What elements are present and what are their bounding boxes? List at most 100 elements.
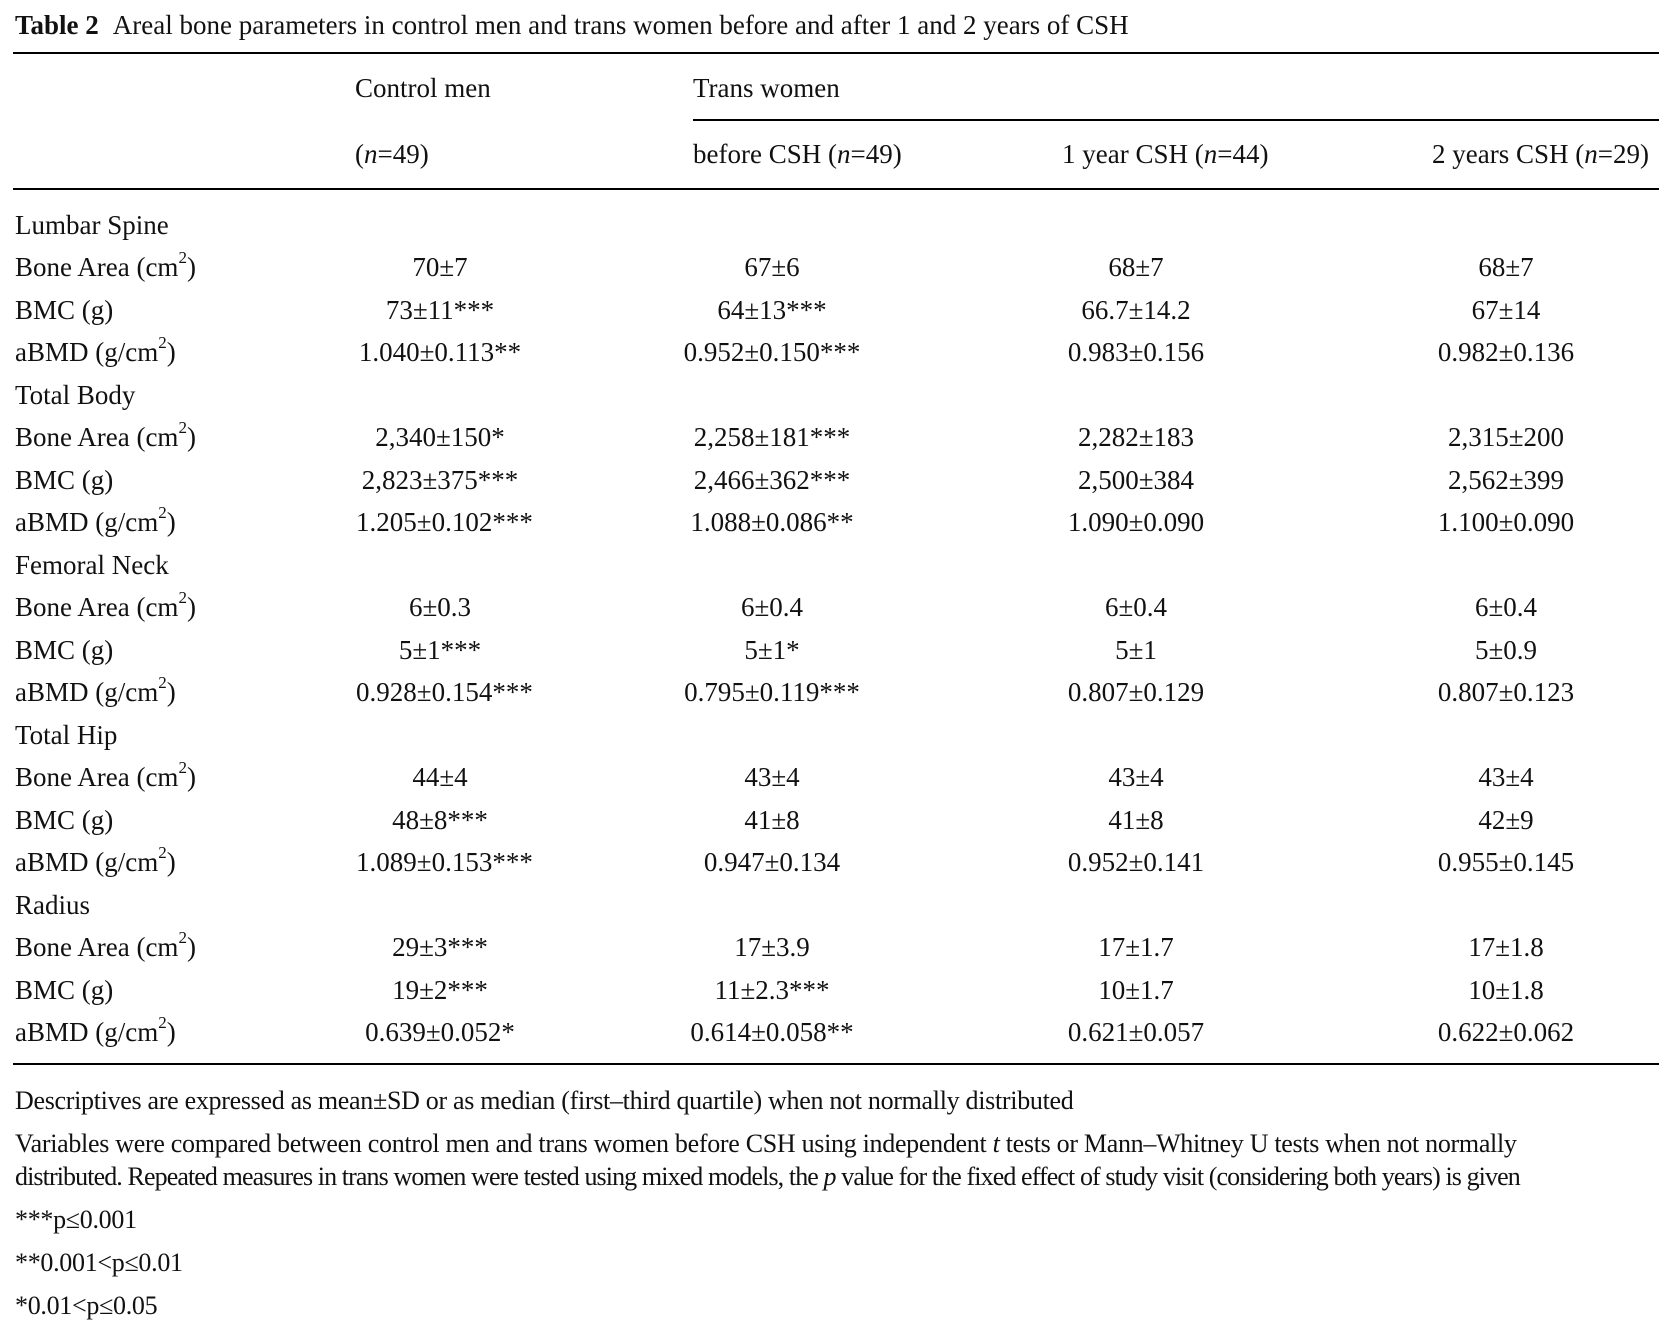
- note-sig-one-star: *0.01<p≤0.05: [15, 1291, 158, 1320]
- table-cell: 1.205±0.102***: [356, 507, 533, 538]
- label-text: ): [186, 592, 196, 623]
- table-cell: 17±1.7: [1098, 932, 1174, 963]
- label-text: Bone Area (cm: [15, 932, 179, 963]
- header-text: 2 years CSH (: [1432, 139, 1585, 169]
- header-text: before CSH (: [693, 139, 837, 169]
- label-text: BMC (g): [15, 634, 114, 665]
- note-descriptives: Descriptives are expressed as mean±SD or…: [15, 1086, 1074, 1115]
- row-label: Bone Area (cm2): [15, 758, 356, 793]
- header-text: =29): [1597, 139, 1649, 169]
- label-superscript: 2: [178, 588, 187, 608]
- note-sig-three-star: ***p≤0.001: [15, 1205, 137, 1234]
- label-text: ): [166, 507, 176, 538]
- table-cell: 1.100±0.090: [1437, 507, 1575, 538]
- header-n: n: [1203, 139, 1218, 169]
- table-cell: 1.040±0.113**: [358, 337, 522, 368]
- header-text: =49): [850, 139, 902, 169]
- section-heading: Femoral Neck: [15, 549, 169, 580]
- table-cell: 19±2***: [392, 974, 488, 1005]
- table-cell: 0.983±0.156: [1067, 337, 1205, 368]
- table-cell: 73±11***: [385, 294, 495, 325]
- table-cell: 10±1.8: [1468, 974, 1544, 1005]
- label-text: BMC (g): [15, 804, 114, 835]
- table-cell: 5±1*: [744, 634, 800, 665]
- label-superscript: 2: [158, 673, 167, 693]
- label-superscript: 2: [178, 758, 187, 778]
- header-trans-women: Trans women: [693, 73, 840, 103]
- header-n: n: [364, 139, 378, 169]
- table-cell: 0.622±0.062: [1437, 1017, 1575, 1048]
- table-cell: 43±4: [1478, 762, 1534, 793]
- header-text: =44): [1217, 139, 1269, 169]
- label-superscript: 2: [158, 503, 167, 523]
- section-heading: Total Hip: [15, 719, 118, 750]
- section-heading: Total Body: [15, 379, 136, 410]
- table-cell: 6±0.3: [408, 592, 472, 623]
- note-italic: p: [823, 1162, 837, 1191]
- header-text: 1 year CSH (: [1062, 139, 1204, 169]
- note-methods-line1: Variables were compared between control …: [15, 1129, 1517, 1159]
- label-text: aBMD (g/cm: [15, 337, 159, 368]
- table-cell: 2,315±200: [1447, 422, 1565, 453]
- table-cell: 66.7±14.2: [1081, 294, 1191, 325]
- row-label: BMC (g): [15, 295, 356, 326]
- header-2-years-csh: 2 years CSH (n=29): [1432, 141, 1649, 168]
- label-text: Bone Area (cm: [15, 762, 179, 793]
- label-text: ): [186, 422, 196, 453]
- table-cell: 2,823±375***: [361, 464, 519, 495]
- table-cell: 1.088±0.086**: [690, 507, 854, 538]
- header-text: =49): [377, 139, 429, 169]
- header-before-csh: before CSH (n=49): [693, 141, 902, 168]
- table-cell: 29±3***: [392, 932, 488, 963]
- label-text: Bone Area (cm: [15, 592, 179, 623]
- section-heading: Lumbar Spine: [15, 209, 169, 240]
- table-cell: 0.982±0.136: [1437, 337, 1575, 368]
- label-superscript: 2: [178, 248, 187, 268]
- row-label: Bone Area (cm2): [15, 928, 356, 963]
- table-cell: 41±8: [744, 804, 800, 835]
- row-label: Bone Area (cm2): [15, 588, 356, 623]
- table-cell: 0.928±0.154***: [356, 677, 533, 708]
- header-n: n: [1584, 139, 1598, 169]
- label-text: aBMD (g/cm: [15, 1017, 159, 1048]
- header-control-n: (n=49): [355, 141, 429, 168]
- label-text: ): [186, 932, 196, 963]
- table-caption: Areal bone parameters in control men and…: [112, 10, 1129, 40]
- note-text: distributed. Repeated measures in trans …: [15, 1162, 824, 1191]
- table-cell: 0.621±0.057: [1067, 1017, 1205, 1048]
- table-cell: 5±1: [1115, 634, 1157, 665]
- table-cell: 2,282±183: [1077, 422, 1195, 453]
- table-cell: 48±8***: [392, 804, 488, 835]
- label-superscript: 2: [158, 843, 167, 863]
- table-cell: 0.952±0.150***: [683, 337, 861, 368]
- note-methods-line2: distributed. Repeated measures in trans …: [15, 1162, 1521, 1192]
- row-label: BMC (g): [15, 635, 356, 666]
- row-label: aBMD (g/cm2): [15, 673, 356, 708]
- header-control-men: Control men: [355, 73, 491, 103]
- table-cell: 0.952±0.141: [1067, 847, 1205, 878]
- bottom-rule: [13, 1063, 1659, 1065]
- table-cell: 0.639±0.052*: [365, 1017, 515, 1048]
- label-superscript: 2: [158, 333, 167, 353]
- top-rule: [13, 52, 1659, 54]
- note-text: tests or Mann–Whitney U tests when not n…: [999, 1129, 1517, 1158]
- note-italic: t: [992, 1129, 1000, 1158]
- table-cell: 43±4: [744, 762, 800, 793]
- label-text: aBMD (g/cm: [15, 677, 159, 708]
- table-cell: 10±1.7: [1098, 974, 1174, 1005]
- table-number: Table 2: [15, 10, 99, 40]
- note-sig-two-star: **0.001<p≤0.01: [15, 1248, 183, 1277]
- table-cell: 5±0.9: [1474, 634, 1538, 665]
- trans-women-rule: [693, 119, 1659, 121]
- table-cell: 67±6: [744, 252, 800, 283]
- label-text: ): [166, 337, 176, 368]
- row-label: BMC (g): [15, 805, 356, 836]
- label-text: BMC (g): [15, 464, 114, 495]
- table-cell: 0.614±0.058**: [690, 1017, 854, 1048]
- table-cell: 0.807±0.123: [1437, 677, 1575, 708]
- label-text: Bone Area (cm: [15, 422, 179, 453]
- label-superscript: 2: [158, 1013, 167, 1033]
- table-cell: 70±7: [412, 252, 468, 283]
- table-cell: 6±0.4: [1474, 592, 1538, 623]
- table-cell: 6±0.4: [740, 592, 804, 623]
